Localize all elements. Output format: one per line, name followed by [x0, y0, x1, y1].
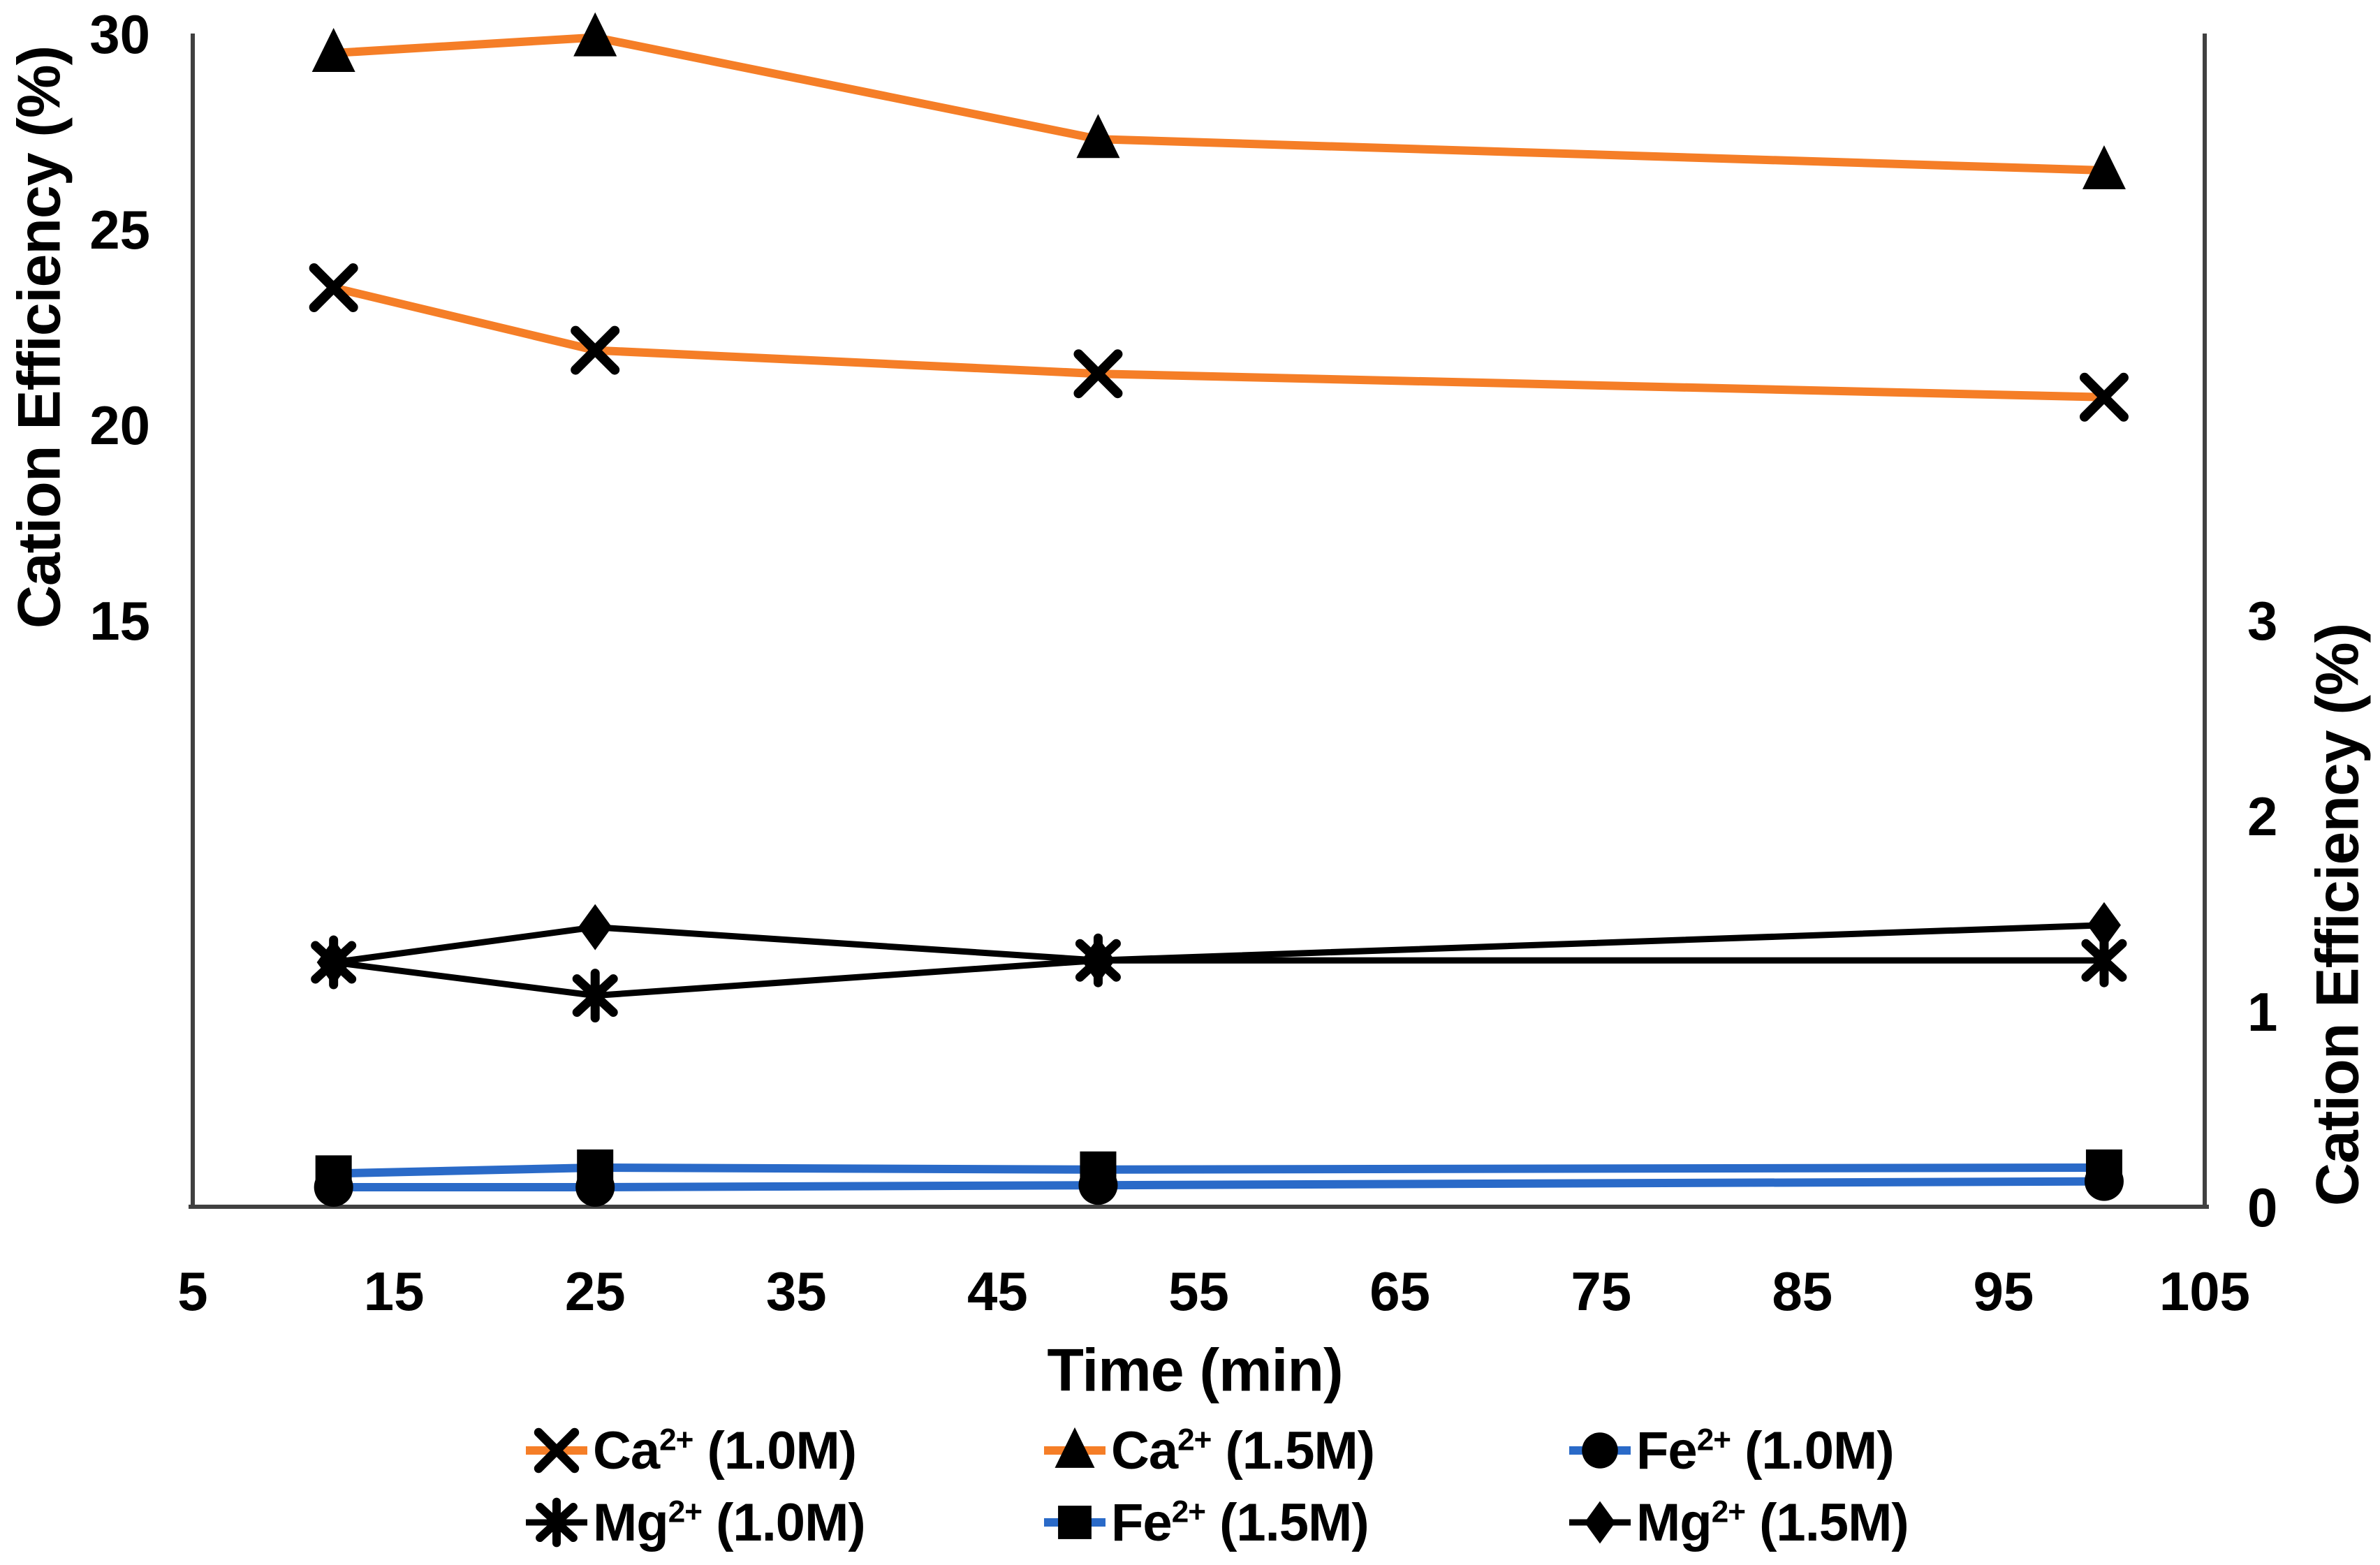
- y-left-tick-label: 30: [89, 3, 150, 65]
- y-left-tick-label: 15: [89, 590, 150, 652]
- legend-item-mg10: Mg2+ (1.0M): [526, 1492, 866, 1553]
- legend-label: Fe2+ (1.5M): [1111, 1492, 1369, 1552]
- x-marker: [571, 325, 620, 375]
- x-tick-label: 35: [766, 1261, 827, 1322]
- series-line-mg10: [330, 957, 2108, 999]
- y-right-tick-label: 2: [2247, 786, 2277, 847]
- legend-key-x-icon: [526, 1427, 587, 1474]
- legend-item-ca10: Ca2+ (1.0M): [526, 1420, 857, 1481]
- x-tick-label: 55: [1168, 1261, 1229, 1322]
- series-line-fe10: [329, 1177, 2108, 1191]
- legend-label: Mg2+ (1.5M): [1636, 1492, 1909, 1552]
- square-marker: [577, 1149, 614, 1186]
- triangle-marker: [1076, 114, 1120, 159]
- asterisk-marker: [311, 935, 357, 990]
- legend-key-asterisk-icon: [526, 1497, 587, 1548]
- legend-label: Ca2+ (1.0M): [593, 1420, 857, 1480]
- legend-item-ca15: Ca2+ (1.5M): [1044, 1420, 1375, 1481]
- series-line-ca10: [329, 284, 2108, 402]
- triangle-marker: [2082, 145, 2126, 189]
- x-tick-label: 75: [1571, 1261, 1631, 1322]
- x-axis-title: Time (min): [1047, 1337, 1343, 1404]
- y-right-tick-label: 3: [2247, 590, 2277, 652]
- x-marker: [534, 1427, 580, 1474]
- diamond-marker: [578, 904, 612, 950]
- diamond-marker: [1584, 1501, 1616, 1544]
- x-tick-label: 95: [1974, 1261, 2034, 1322]
- legend-key-diamond-icon: [1569, 1501, 1631, 1544]
- legend-item-mg15: Mg2+ (1.5M): [1569, 1492, 1909, 1553]
- legend-key-square-icon: [1044, 1506, 1105, 1539]
- y-left-tick-label: 25: [89, 199, 150, 260]
- asterisk-marker: [572, 969, 618, 1023]
- legend-label: Ca2+ (1.5M): [1111, 1420, 1375, 1480]
- square-marker: [1080, 1151, 1117, 1188]
- series-line-mg15: [330, 922, 2108, 966]
- y-axis-title-left: Cation Efficiency (%): [6, 45, 73, 629]
- legend-key-circle-icon: [1569, 1432, 1631, 1469]
- x-tick-label: 15: [364, 1261, 425, 1322]
- y-left-tick-label: 20: [89, 395, 150, 456]
- square-marker: [1058, 1506, 1092, 1539]
- x-marker: [2079, 372, 2129, 422]
- square-marker: [2085, 1149, 2122, 1186]
- triangle-marker: [573, 12, 617, 57]
- diamond-marker: [2087, 902, 2121, 948]
- legend-item-fe15: Fe2+ (1.5M): [1044, 1492, 1369, 1553]
- triangle-marker: [1055, 1427, 1095, 1468]
- square-marker: [315, 1155, 352, 1192]
- x-tick-label: 85: [1772, 1261, 1832, 1322]
- x-tick-label: 105: [2159, 1261, 2250, 1322]
- asterisk-marker: [1075, 933, 1121, 987]
- series-line-ca15: [329, 33, 2108, 175]
- x-marker: [1073, 349, 1123, 399]
- asterisk-marker: [536, 1497, 578, 1548]
- legend-key-triangle-icon: [1044, 1427, 1105, 1468]
- x-tick-label: 45: [967, 1261, 1028, 1322]
- legend-label: Fe2+ (1.0M): [1636, 1420, 1895, 1480]
- legend-item-fe10: Fe2+ (1.0M): [1569, 1420, 1895, 1481]
- x-tick-label: 65: [1369, 1261, 1430, 1322]
- x-tick-label: 5: [177, 1261, 207, 1322]
- triangle-marker: [311, 28, 355, 72]
- legend-label: Mg2+ (1.0M): [593, 1492, 866, 1552]
- x-tick-label: 25: [565, 1261, 626, 1322]
- series-line-fe15: [329, 1163, 2108, 1178]
- y-right-tick-label: 0: [2247, 1177, 2277, 1238]
- y-axis-title-right: Cation Efficiency (%): [2304, 623, 2372, 1207]
- circle-marker: [1582, 1432, 1618, 1469]
- asterisk-marker: [2081, 933, 2127, 987]
- x-marker: [309, 263, 358, 312]
- y-right-tick-label: 1: [2247, 981, 2277, 1043]
